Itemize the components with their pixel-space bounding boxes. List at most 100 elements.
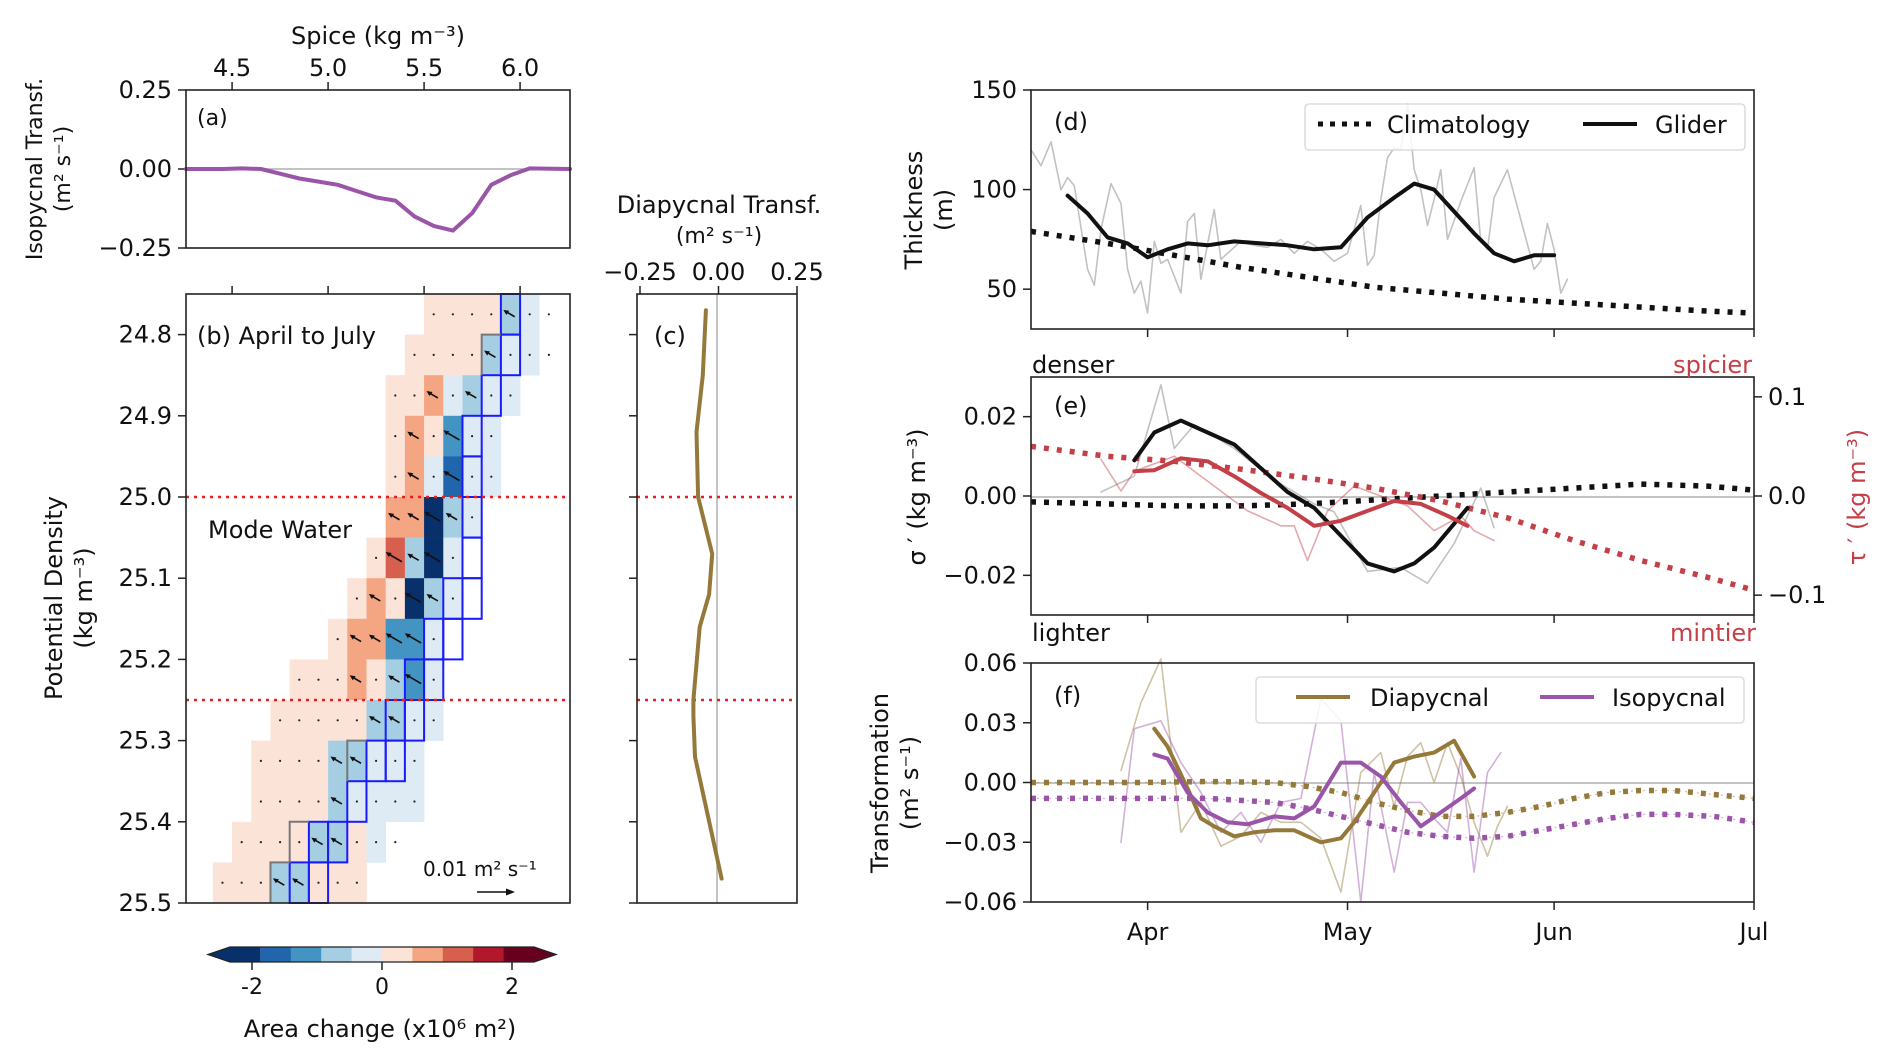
quiver-dot	[470, 475, 474, 478]
quiver-dot	[298, 678, 301, 681]
lighter-note: lighter	[1032, 619, 1110, 647]
quiver-dot	[259, 800, 262, 803]
panel-e: 0.02 0.00 −0.02 0.1 0.0 −0.1 (e) denser ligh…	[903, 351, 1871, 647]
x-tick-label: 5.0	[309, 54, 347, 82]
y-tick-label: 0.03	[964, 709, 1017, 737]
y-tick-label: 25.0	[119, 483, 172, 511]
quiver-arrowhead	[385, 633, 392, 639]
y-tick-label: 24.8	[119, 321, 172, 349]
y-tick-label: 25.3	[119, 727, 172, 755]
quiver-dot	[355, 800, 358, 803]
colorbar-cell	[473, 947, 504, 962]
quiver-dot	[278, 759, 282, 763]
y-tick-label: −0.1	[1768, 581, 1826, 609]
quiver-arrowhead	[464, 391, 471, 397]
quiver-arrowhead	[388, 512, 395, 518]
quiver-arrowhead	[330, 797, 337, 803]
quiver-arrow	[407, 675, 422, 685]
x-tick-label: 0.25	[770, 258, 823, 286]
quiver-arrowhead	[426, 391, 433, 397]
quiver-dot	[374, 678, 378, 681]
quiver-dot	[259, 841, 262, 844]
quiver-arrowhead	[349, 756, 356, 762]
quiver-dot	[355, 719, 358, 722]
quiver-dot	[374, 800, 378, 803]
x-tick-label: 4.5	[213, 54, 251, 82]
sigma-climatology-line	[1030, 481, 1755, 509]
colorbar-cells	[205, 946, 559, 963]
panel-e-ylabel-left: σ ′ (kg m⁻³)	[903, 428, 931, 565]
panel-d-ylabel-2: (m)	[930, 189, 958, 231]
quiver-arrowhead	[407, 553, 414, 559]
isopycnal-line	[1152, 752, 1477, 829]
sigma-glider-line	[1132, 418, 1470, 574]
colorbar-cell	[351, 947, 383, 962]
mintier-note: mintier	[1670, 619, 1756, 647]
quiver-arrowhead	[426, 594, 433, 600]
legend-climatology-label: Climatology	[1387, 111, 1530, 139]
quiver-dot	[451, 313, 454, 316]
gray-outline-step	[480, 333, 501, 376]
tau-glider-raw-line	[1100, 455, 1495, 562]
quiver-dot	[278, 841, 282, 844]
quiver-dot	[490, 435, 493, 438]
quiver-dot	[470, 435, 474, 438]
y-tick-label: 0.00	[964, 769, 1017, 797]
quiver-arrowhead	[349, 675, 356, 681]
quiver-key-arrowhead	[506, 888, 515, 896]
quiver-dot	[336, 719, 339, 722]
panel-b-yticks: 24.8 24.9 25.0 25.1 25.2 25.3 25.4 25.5	[119, 321, 186, 917]
panel-b-frame	[185, 293, 571, 904]
quiver-dot	[259, 759, 262, 763]
quiver-dot	[278, 719, 282, 722]
panel-e-xticks	[1146, 615, 1755, 623]
quiver-dot	[432, 313, 435, 316]
quiver-dot	[451, 353, 454, 356]
quiver-dot	[298, 759, 301, 763]
panel-f-legend: Diapycnal Isopycnal	[1255, 676, 1745, 724]
blue-outline-cell	[327, 820, 349, 864]
quiver-dot	[394, 435, 397, 438]
panel-a-ylabel-1: Isopycnal Transf.	[23, 78, 48, 260]
panel-d-legend: Climatology Glider	[1304, 103, 1746, 151]
isopycnal-climatology-line	[1031, 795, 1755, 842]
colorbar-cell	[260, 947, 292, 962]
x-tick-label: Apr	[1127, 918, 1169, 946]
quiver-arrowhead	[368, 715, 375, 721]
x-tick-label: Jul	[1738, 918, 1769, 946]
quiver-dot	[394, 475, 397, 478]
tau-climatology-line	[1030, 443, 1755, 593]
y-tick-label: 24.9	[119, 402, 172, 430]
panel-b-xticks	[231, 286, 521, 294]
quiver-dot	[221, 881, 224, 884]
quiver-arrowhead	[388, 675, 395, 681]
quiver-arrowhead	[330, 837, 337, 843]
y-tick-label: 100	[971, 176, 1017, 204]
quiver-dot	[432, 638, 435, 641]
quiver-arrowhead	[407, 512, 414, 518]
quiver-dot	[490, 475, 493, 478]
quiver-arrow	[407, 593, 422, 604]
quiver-dot	[374, 556, 378, 560]
sigma-glider-raw-line	[1100, 384, 1495, 585]
panel-e-ylabel-right: τ ′ (kg m⁻³)	[1843, 429, 1871, 565]
panel-f-label: (f)	[1054, 682, 1081, 710]
y-tick-label: −0.25	[98, 234, 172, 262]
panel-a: Spice (kg m⁻³) 4.5 5.0 5.5 6.0 0.25 0.00 −0.2…	[23, 22, 572, 262]
blue-outline-cell	[461, 536, 483, 580]
spicier-note: spicier	[1673, 351, 1752, 379]
quiver-arrowhead	[424, 552, 431, 558]
panel-a-xlabel: Spice (kg m⁻³)	[291, 22, 465, 50]
panel-c-frame	[636, 293, 798, 904]
quiver-arrowhead	[272, 878, 279, 884]
y-tick-label: 25.1	[119, 564, 172, 592]
colorbar-cell	[442, 947, 474, 962]
panel-f-ylabel-2: (m² s⁻¹)	[896, 736, 924, 830]
panel-b-ylabel-2: (kg m⁻³)	[70, 547, 98, 648]
panel-b-ylabel-1: Potential Density	[40, 496, 68, 700]
y-tick-label: 0.25	[119, 76, 172, 104]
quiver-dot	[394, 394, 397, 397]
colorbar-extend-low	[208, 947, 261, 962]
quiver-dot	[509, 353, 512, 356]
blue-outline-cell	[346, 780, 368, 823]
